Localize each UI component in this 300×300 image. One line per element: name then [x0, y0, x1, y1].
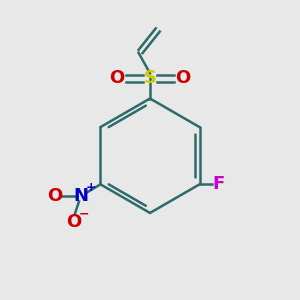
Text: −: − — [79, 208, 89, 221]
Text: N: N — [73, 187, 88, 205]
Text: F: F — [212, 175, 224, 193]
Text: O: O — [110, 70, 125, 88]
Text: O: O — [47, 187, 62, 205]
Text: O: O — [66, 212, 81, 230]
Text: O: O — [175, 70, 190, 88]
Text: +: + — [86, 181, 97, 194]
Text: S: S — [143, 70, 157, 88]
